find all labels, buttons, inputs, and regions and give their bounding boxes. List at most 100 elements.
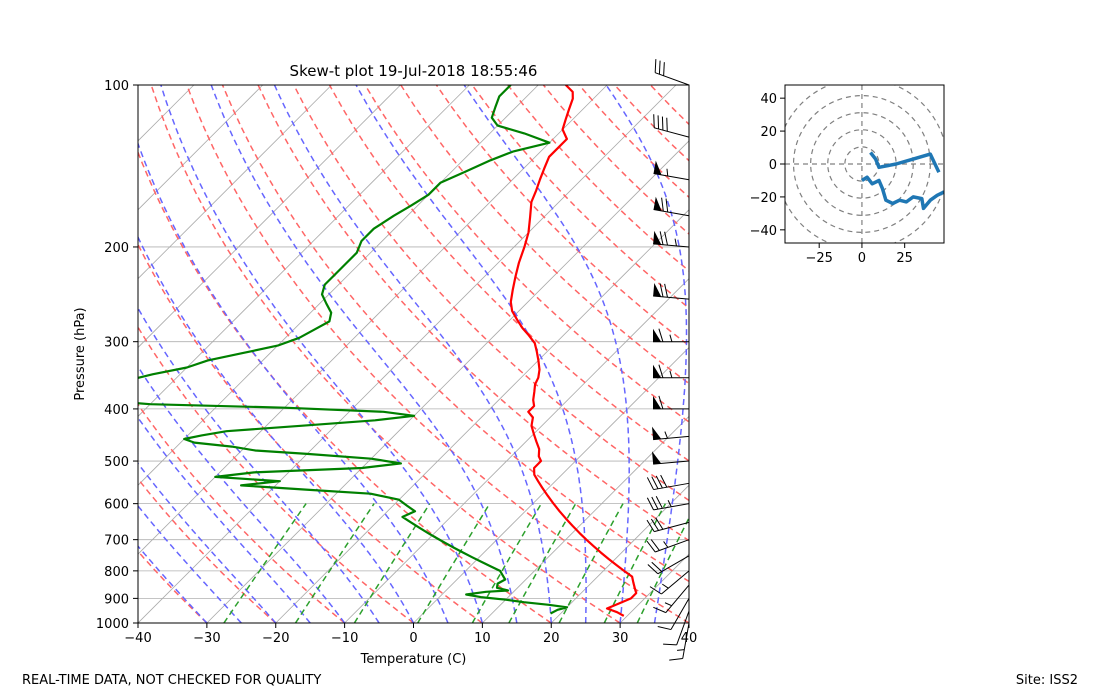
wind-barb-half-feather	[662, 583, 669, 589]
dry-adiabat	[649, 85, 689, 126]
wind-barb	[653, 395, 689, 410]
wind-barb-staff	[654, 127, 690, 138]
skewt-axes-frame	[137, 84, 690, 624]
wind-barb-feather	[650, 518, 659, 531]
wind-barb-flag	[652, 426, 662, 440]
wind-barb	[646, 539, 690, 553]
wind-barb-feather	[659, 231, 664, 245]
hodograph-trace	[869, 151, 941, 173]
wind-barb-feather	[651, 561, 663, 572]
wind-barb	[649, 570, 690, 595]
isotherm-line	[138, 85, 539, 486]
x-tick-label: 30	[612, 631, 629, 646]
dry-adiabat	[221, 85, 689, 583]
mixing-ratio-line	[636, 516, 689, 623]
wind-barb-flag	[653, 283, 662, 297]
isotherm-line	[0, 85, 56, 623]
wind-barb	[653, 584, 690, 614]
y-tick-label: 200	[104, 241, 129, 256]
isotherm-line	[206, 140, 689, 623]
wind-barb	[646, 474, 690, 491]
y-axis-label: Pressure (hPa)	[73, 307, 88, 400]
wind-barb-staff	[676, 610, 690, 646]
isotherm-line	[138, 85, 401, 349]
x-tick-label: −20	[262, 631, 289, 646]
dry-adiabat	[138, 242, 483, 623]
site-label: Site: ISS2	[1015, 673, 1078, 688]
wind-barb-feather	[646, 540, 656, 553]
isotherm-line	[413, 346, 689, 623]
wind-barb-staff	[661, 570, 690, 595]
dry-adiabat	[507, 85, 689, 272]
skewt-background-lines	[0, 85, 689, 623]
wind-barb-half-feather	[664, 431, 668, 439]
x-tick-label: 20	[543, 631, 560, 646]
wind-barb	[653, 160, 690, 181]
hodograph-plot	[785, 85, 944, 243]
wind-barb-staff	[653, 503, 690, 511]
isotherm-line	[275, 209, 689, 623]
moist-adiabat	[160, 85, 484, 623]
hodo-y-tick-label: −40	[750, 224, 777, 239]
wind-barb-flag	[652, 451, 662, 465]
wind-barb-half-feather	[669, 334, 673, 342]
y-tick-label: 400	[104, 403, 129, 418]
wind-barb-feather	[651, 496, 659, 510]
quality-disclaimer: REAL-TIME DATA, NOT CHECKED FOR QUALITY	[22, 673, 322, 688]
dewpoint-profile-line	[138, 85, 569, 615]
wind-barb-half-feather	[669, 370, 673, 378]
wind-barb-feather	[658, 328, 664, 342]
isotherm-line	[344, 278, 689, 623]
moist-adiabat	[210, 85, 518, 623]
wind-barb	[653, 230, 690, 248]
mixing-ratio-line	[223, 503, 307, 623]
x-tick-label: −30	[193, 631, 220, 646]
isotherm-line	[138, 85, 608, 555]
moist-adiabat	[138, 141, 449, 623]
wind-barb-staff	[670, 598, 690, 630]
skewt-data	[138, 85, 638, 617]
dry-adiabat	[138, 403, 346, 623]
wind-barb-flag	[653, 328, 662, 342]
wind-barb	[646, 495, 690, 511]
moist-adiabat	[273, 85, 553, 623]
hodo-y-tick-label: 40	[760, 92, 777, 107]
y-tick-label: 700	[104, 534, 129, 549]
dry-adiabat	[364, 85, 689, 423]
wind-barb-feather	[655, 495, 663, 509]
wind-barb	[653, 196, 690, 217]
wind-barb-feather	[646, 477, 654, 490]
wind-barb	[653, 328, 689, 343]
hodo-x-tick-label: 0	[858, 251, 866, 266]
wind-barb	[653, 283, 690, 300]
wind-barb-flag	[653, 230, 662, 245]
isotherm-line	[482, 415, 689, 623]
hodo-y-tick-label: 0	[769, 158, 777, 173]
wind-barb-feather	[665, 198, 669, 213]
wind-barb-feather	[659, 283, 664, 297]
mixing-ratio-line	[417, 503, 491, 623]
wind-barb-half-feather	[674, 238, 677, 246]
moist-adiabat	[138, 235, 415, 623]
wind-barb-feather	[646, 519, 655, 532]
moist-adiabat	[138, 545, 208, 623]
wind-barbs	[646, 59, 690, 661]
isotherm-line	[138, 85, 195, 142]
wind-barb-feather	[649, 586, 662, 595]
wind-barb	[652, 451, 690, 465]
dry-adiabat	[150, 85, 621, 623]
dry-adiabat	[138, 325, 414, 623]
y-tick-label: 600	[104, 498, 129, 513]
wind-barb-staff	[655, 72, 690, 86]
wind-barb-staff	[653, 295, 690, 300]
hodo-x-tick-label: −25	[805, 251, 832, 266]
wind-barb	[652, 426, 690, 441]
moist-adiabat	[138, 365, 346, 623]
wind-barb-feather	[655, 475, 663, 489]
wind-barb-staff	[655, 539, 690, 553]
wind-barb-half-feather	[664, 602, 672, 607]
wind-barb-staff	[682, 622, 690, 659]
dry-adiabat	[471, 85, 689, 310]
x-tick-label: 10	[474, 631, 491, 646]
moist-adiabat	[138, 504, 242, 623]
